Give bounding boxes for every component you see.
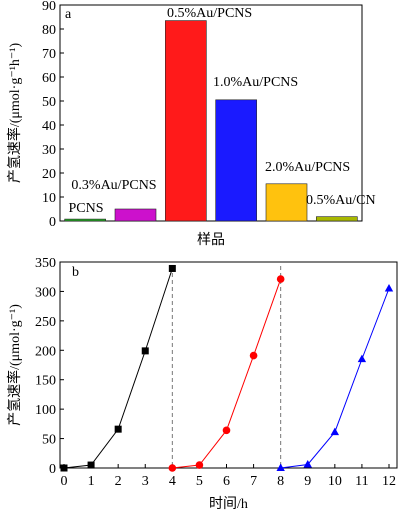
bar (215, 99, 257, 222)
y-tick-label: 60 (42, 71, 56, 86)
x-axis-label: 样品 (197, 232, 225, 248)
bar (316, 216, 358, 222)
bar-label: 2.0%Au/PCNS (265, 160, 350, 175)
bar (64, 218, 106, 222)
bar-chart-panel-a: 0 10 20 30 40 50 60 70 80 90 PCNS 0.3%Au/PCNS 0.5%Au… (6, 0, 376, 248)
plot-frame (59, 261, 398, 469)
x-tick-label: 9 (304, 474, 311, 489)
y-tick-label: 70 (42, 47, 56, 62)
x-tick-label: 4 (169, 474, 176, 489)
y-tick-label: 20 (42, 167, 56, 182)
y-tick-label: 40 (42, 119, 56, 134)
bar (165, 20, 207, 222)
data-point (357, 354, 367, 363)
series-line (172, 278, 282, 469)
series-line (280, 288, 390, 469)
series-line (63, 268, 173, 469)
y-tick-label: 10 (42, 191, 56, 206)
y-tick-label: 150 (35, 374, 56, 389)
bar (114, 208, 157, 222)
y-tick-label: 50 (42, 95, 56, 110)
y-tick-label: 30 (42, 143, 56, 158)
y-tick-label: 50 (42, 433, 56, 448)
y-tick-label: 80 (42, 23, 56, 38)
bar-label: 0.3%Au/PCNS (71, 178, 156, 193)
bar-label: 0.5%Au/PCNS (167, 6, 252, 21)
bar-label: 1.0%Au/PCNS (213, 75, 298, 90)
x-tick-label: 3 (142, 474, 149, 489)
data-point (249, 351, 258, 360)
x-tick-label: 5 (196, 474, 203, 489)
plot-frame (59, 4, 363, 222)
data-point (276, 463, 285, 471)
y-axis-label: 产氢速率/(μmol·g⁻¹) (6, 304, 23, 426)
y-tick-label: 0 (49, 462, 56, 477)
x-tick-label: 2 (115, 474, 122, 489)
data-point (195, 461, 204, 469)
data-point (60, 464, 68, 472)
panel-label: b (72, 265, 79, 280)
y-tick-label: 100 (35, 403, 56, 418)
x-axis-label: 时间/h (209, 496, 248, 512)
x-tick-label: 12 (382, 474, 396, 489)
x-tick-label: 8 (277, 474, 284, 489)
y-axis-label: 产氢速率/(μmol·g⁻¹h⁻¹) (6, 42, 23, 183)
bar-label: PCNS (68, 201, 103, 216)
data-point (384, 283, 394, 292)
y-tick-label: 250 (35, 315, 56, 330)
x-tick-label: 11 (355, 474, 368, 489)
data-point (330, 427, 340, 436)
x-tick-label: 10 (328, 474, 342, 489)
data-point (276, 275, 285, 283)
y-tick-label: 300 (35, 285, 56, 300)
x-tick-label: 0 (61, 474, 68, 489)
y-tick-label: 90 (42, 0, 56, 14)
data-point (168, 264, 176, 272)
x-tick-label: 7 (250, 474, 257, 489)
y-tick-label: 200 (35, 344, 56, 359)
y-tick-label: 350 (35, 256, 56, 271)
data-point (114, 425, 122, 433)
bar (265, 183, 308, 222)
data-point (303, 459, 312, 468)
bar-label: 0.5%Au/CN (306, 193, 376, 208)
data-point (141, 347, 149, 355)
data-point (168, 464, 177, 472)
panel-label: a (65, 7, 72, 22)
data-point (87, 461, 95, 469)
x-tick-label: 1 (88, 474, 95, 489)
data-point (222, 426, 231, 435)
x-tick-label: 6 (223, 474, 230, 489)
y-tick-label: 0 (49, 215, 56, 230)
